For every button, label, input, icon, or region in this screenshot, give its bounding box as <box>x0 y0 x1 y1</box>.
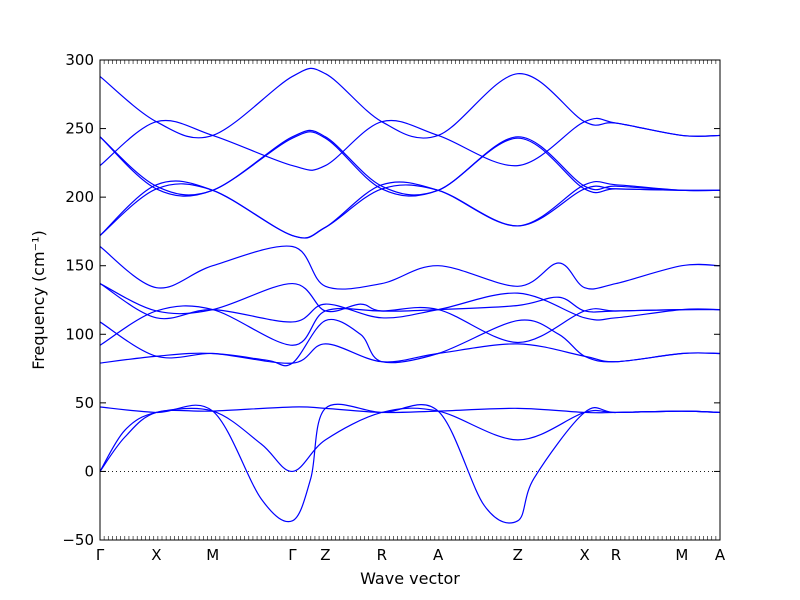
x-axis-label: Wave vector <box>360 569 460 588</box>
x-tick-label: Γ <box>96 546 105 564</box>
x-tick-label: Z <box>513 546 523 564</box>
y-tick-label: 300 <box>65 51 94 69</box>
x-tick-label: Γ <box>288 546 297 564</box>
bands-layer <box>99 67 721 524</box>
x-tick-label: A <box>715 546 726 564</box>
y-tick-label: 50 <box>75 394 94 412</box>
ticks-layer: −50 0 50 100 150 200 250 300 Γ X M Γ Z R A Z X R M A <box>62 51 726 564</box>
x-tick-label: R <box>611 546 621 564</box>
x-tick-label: X <box>151 546 161 564</box>
y-axis-label: Frequency (cm⁻¹) <box>29 230 48 369</box>
x-tick-label: A <box>433 546 444 564</box>
band-3-segment-1 <box>99 403 721 524</box>
y-tick-label: −50 <box>62 531 94 549</box>
y-tick-label: 250 <box>65 120 94 138</box>
x-tick-label: M <box>675 546 688 564</box>
band-8-segment-1 <box>99 282 721 315</box>
x-tick-label: R <box>377 546 387 564</box>
y-tick-label: 0 <box>84 462 94 480</box>
x-tick-label: M <box>206 546 219 564</box>
band-9-segment-1 <box>99 245 721 290</box>
y-tick-label: 200 <box>65 188 94 206</box>
y-tick-label: 150 <box>65 257 94 275</box>
y-tick-label: 100 <box>65 325 94 343</box>
band-11-segment-1 <box>99 180 721 239</box>
x-tick-label: X <box>579 546 589 564</box>
x-tick-label: Z <box>320 546 330 564</box>
band-7-segment-1 <box>99 283 721 323</box>
band-13-segment-1 <box>99 131 721 197</box>
band-15-segment-1 <box>99 67 721 139</box>
band-5-segment-1 <box>99 318 721 367</box>
